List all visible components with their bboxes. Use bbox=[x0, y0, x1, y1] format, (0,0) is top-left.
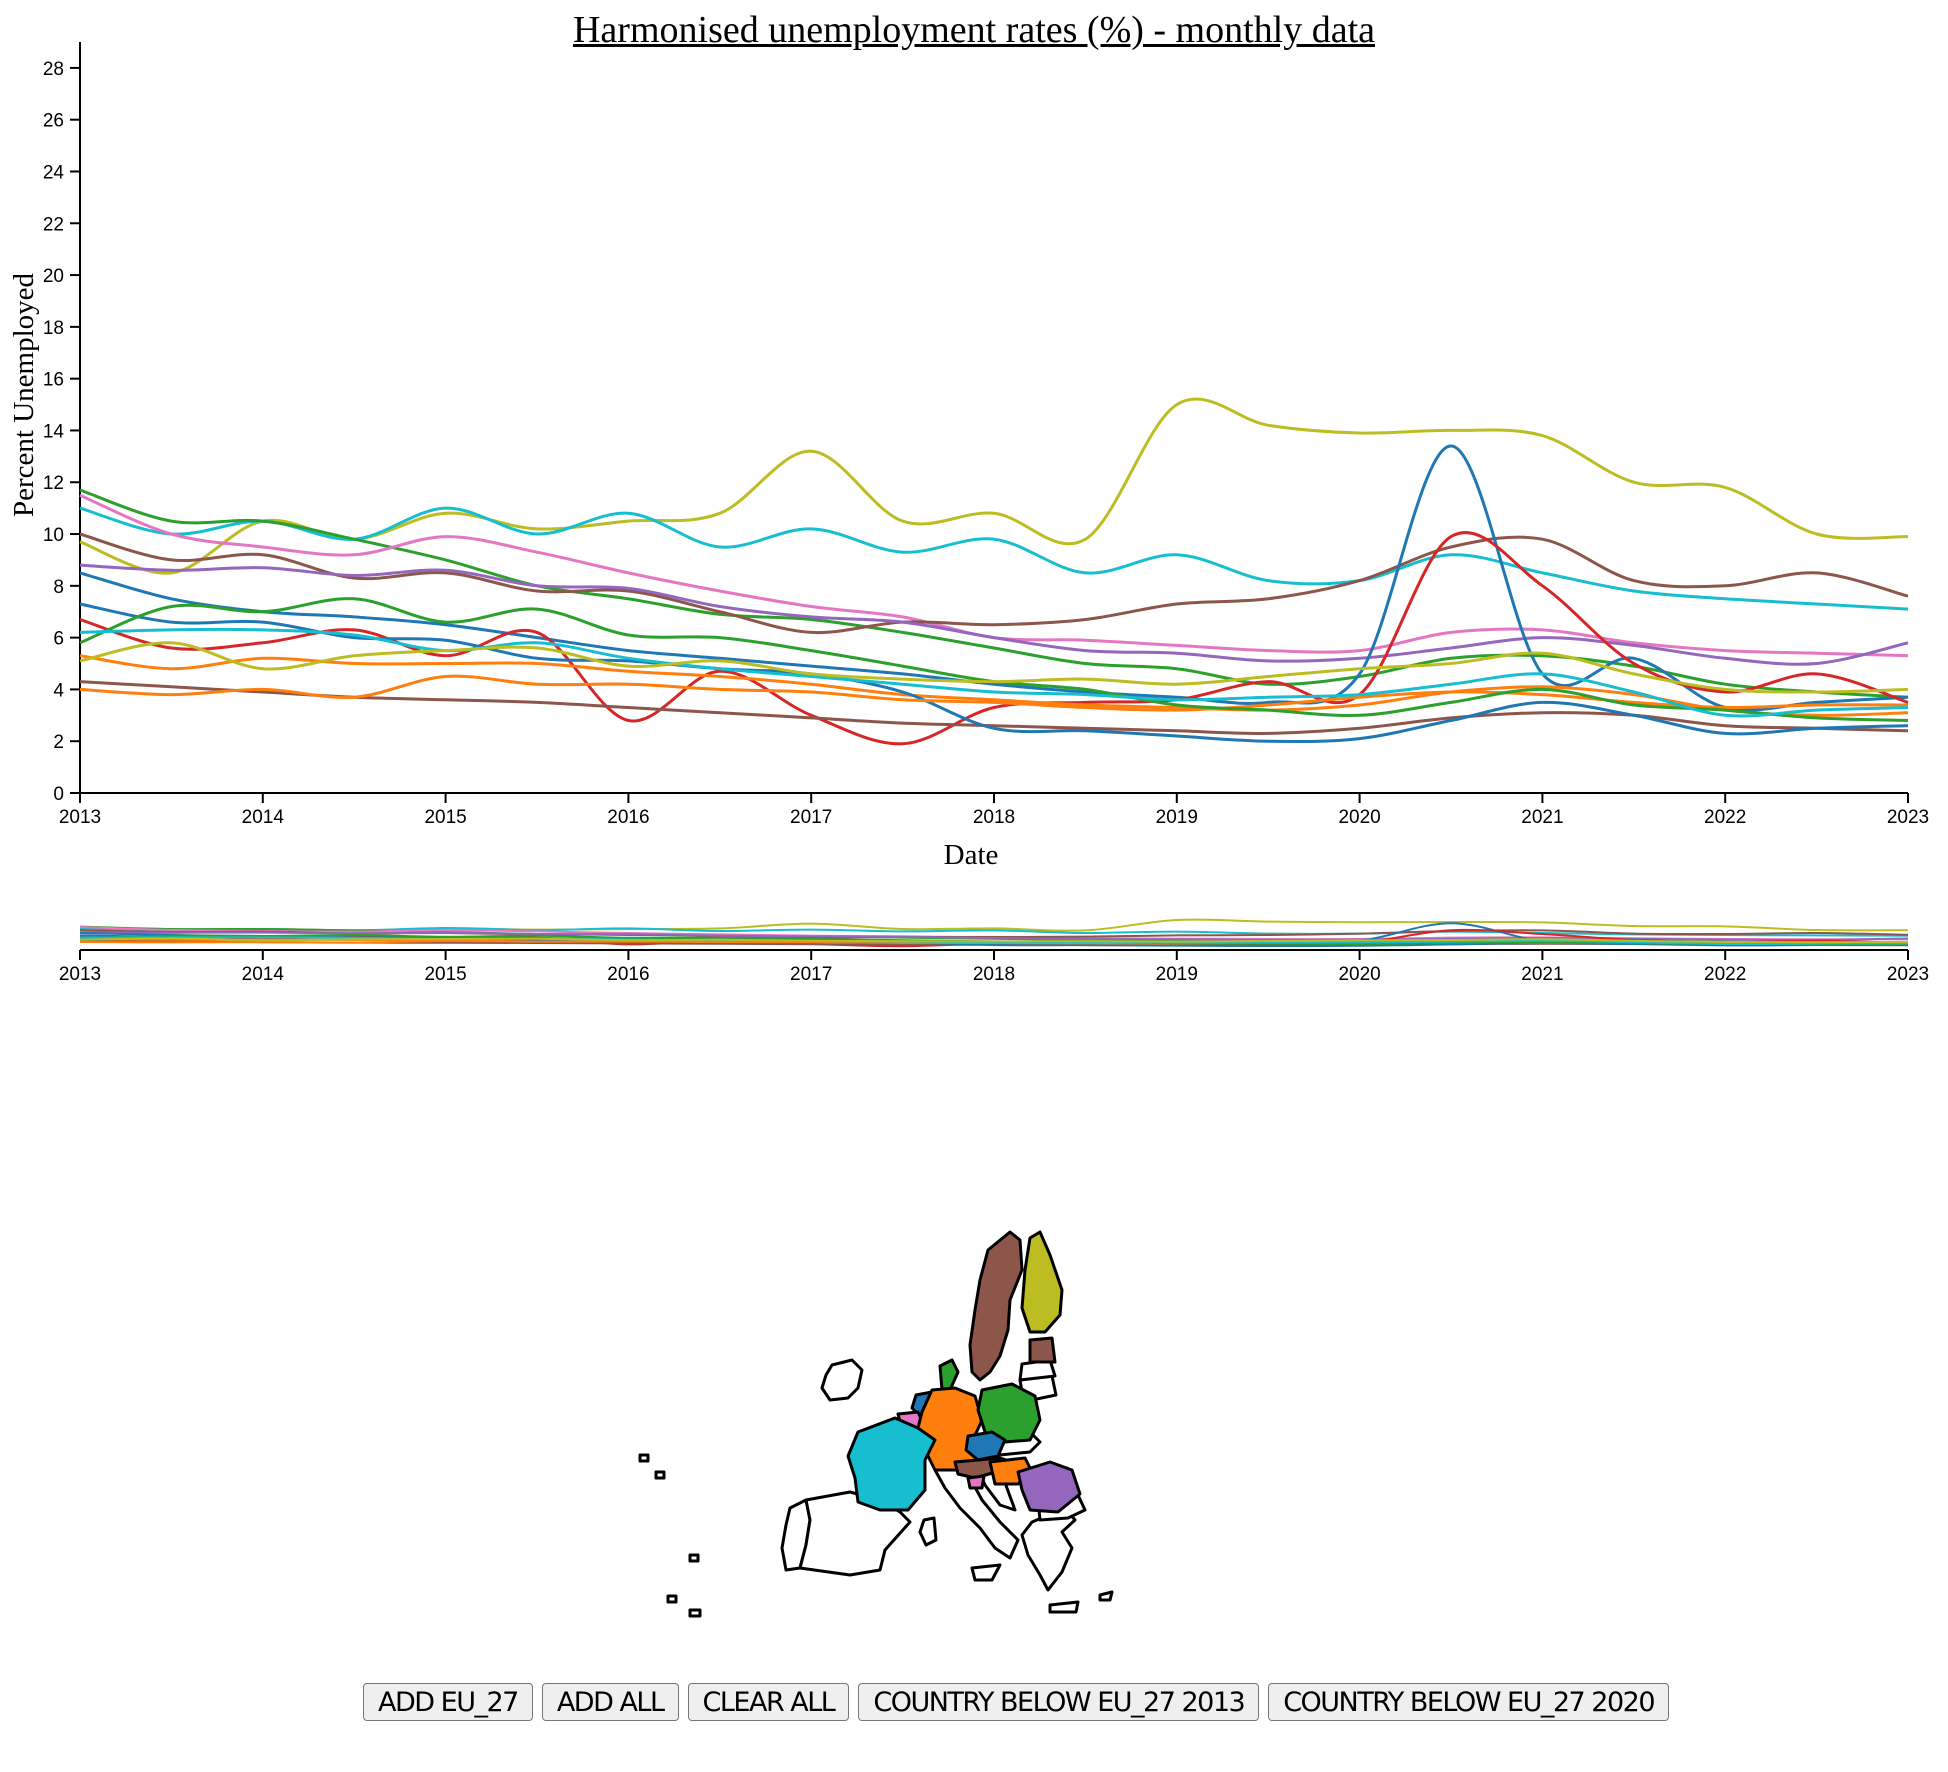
brush-line-12 bbox=[79, 933, 1909, 946]
brush-x-tick-label: 2017 bbox=[790, 964, 832, 985]
series-line-14[interactable] bbox=[79, 641, 1909, 694]
control-buttons: ADD EU_27 ADD ALL CLEAR ALL COUNTRY BELO… bbox=[363, 1683, 1670, 1721]
brush-line-9 bbox=[79, 940, 1909, 947]
y-tick-label: 22 bbox=[43, 214, 64, 235]
country-below-eu27-2013-button[interactable]: COUNTRY BELOW EU_27 2013 bbox=[858, 1683, 1260, 1721]
series-line-9[interactable] bbox=[79, 680, 1909, 735]
map-country-czechia[interactable] bbox=[964, 1430, 1007, 1462]
map-country-romania[interactable] bbox=[1016, 1460, 1082, 1514]
map-country-estonia[interactable] bbox=[1028, 1336, 1057, 1364]
map-country-sweden[interactable] bbox=[968, 1230, 1024, 1382]
series-line-8[interactable] bbox=[79, 654, 1909, 717]
brush-line-10 bbox=[79, 934, 1909, 948]
brush-x-tick-label: 2020 bbox=[1338, 964, 1380, 985]
brush-line-13 bbox=[79, 936, 1909, 946]
map-country-finland[interactable] bbox=[1020, 1230, 1064, 1334]
brush-line-6 bbox=[79, 922, 1909, 945]
y-tick-label: 0 bbox=[53, 784, 64, 805]
series-line-2[interactable] bbox=[79, 488, 1909, 699]
map-country-cyprus[interactable] bbox=[1098, 1590, 1114, 1602]
series-lines[interactable] bbox=[79, 397, 1909, 746]
chart-title: Harmonised unemployment rates (%) - mont… bbox=[572, 9, 1375, 51]
brush-line-7 bbox=[79, 928, 1909, 948]
y-tick-label: 20 bbox=[43, 266, 64, 287]
map-country-crete[interactable] bbox=[1048, 1600, 1080, 1614]
brush-x-tick-label: 2022 bbox=[1704, 964, 1746, 985]
x-tick-label: 2021 bbox=[1521, 807, 1563, 828]
brush-x-tick-label: 2016 bbox=[607, 964, 649, 985]
brush-x-tick-label: 2018 bbox=[973, 964, 1015, 985]
brush-line-14 bbox=[79, 937, 1909, 944]
brush-line-11 bbox=[79, 939, 1908, 945]
y-tick-label: 18 bbox=[43, 318, 64, 339]
series-line-1[interactable] bbox=[79, 506, 1909, 611]
map-country-poland[interactable] bbox=[976, 1382, 1042, 1444]
eu-map[interactable] bbox=[600, 1200, 1120, 1640]
brush-x-axis: 2013 2014 2015 2016 2017 2018 2019 2020 2021 2022… bbox=[59, 949, 1929, 985]
x-tick-label: 2018 bbox=[973, 807, 1015, 828]
y-tick-label: 8 bbox=[53, 577, 64, 598]
brush-x-tick-label: 2021 bbox=[1521, 964, 1563, 985]
y-tick-label: 16 bbox=[43, 370, 64, 391]
y-tick-label: 6 bbox=[53, 629, 64, 650]
brush-x-tick-label: 2023 bbox=[1887, 964, 1929, 985]
map-country-sicily[interactable] bbox=[970, 1563, 1002, 1582]
brush-line-5 bbox=[79, 931, 1909, 942]
x-tick-label: 2019 bbox=[1156, 807, 1198, 828]
brush-x-tick-label: 2014 bbox=[242, 964, 285, 985]
y-tick-label: 12 bbox=[43, 473, 64, 494]
x-tick-label: 2013 bbox=[59, 807, 101, 828]
x-tick-label: 2016 bbox=[607, 807, 649, 828]
add-eu27-button[interactable]: ADD EU_27 bbox=[363, 1683, 533, 1721]
brush-x-tick-label: 2019 bbox=[1156, 964, 1198, 985]
x-tick-label: 2020 bbox=[1338, 807, 1380, 828]
brush-x-tick-label: 2013 bbox=[59, 964, 101, 985]
y-axis-label: Percent Unemployed bbox=[8, 273, 40, 518]
brush-line-2 bbox=[79, 925, 1909, 944]
y-tick-label: 24 bbox=[43, 162, 65, 183]
series-line-4[interactable] bbox=[79, 532, 1909, 635]
y-tick-label: 2 bbox=[53, 732, 64, 753]
add-all-button[interactable]: ADD ALL bbox=[541, 1683, 679, 1721]
series-line-13[interactable] bbox=[79, 627, 1909, 718]
map-country-sardinia[interactable] bbox=[918, 1516, 938, 1547]
map-country-ireland[interactable] bbox=[820, 1358, 864, 1402]
x-tick-label: 2023 bbox=[1887, 807, 1929, 828]
x-tick-label: 2014 bbox=[242, 807, 285, 828]
brush-line-3 bbox=[79, 926, 1909, 941]
y-tick-label: 14 bbox=[43, 421, 65, 442]
x-tick-label: 2017 bbox=[790, 807, 832, 828]
series-line-6[interactable] bbox=[79, 444, 1909, 712]
clear-all-button[interactable]: CLEAR ALL bbox=[687, 1683, 850, 1721]
y-tick-label: 10 bbox=[43, 525, 64, 546]
map-country-france[interactable] bbox=[846, 1416, 937, 1512]
country-below-eu27-2020-button[interactable]: COUNTRY BELOW EU_27 2020 bbox=[1268, 1683, 1670, 1721]
series-line-0[interactable] bbox=[79, 397, 1909, 575]
brush-series-lines bbox=[79, 918, 1909, 948]
brush-x-tick-label: 2015 bbox=[424, 964, 466, 985]
y-tick-label: 4 bbox=[53, 680, 64, 701]
y-tick-label: 28 bbox=[43, 59, 64, 80]
x-tick-label: 2022 bbox=[1704, 807, 1746, 828]
x-axis-label: Date bbox=[944, 839, 999, 871]
map-country-slovenia[interactable] bbox=[966, 1474, 986, 1490]
brush-line-0 bbox=[79, 918, 1909, 935]
brush-line-1 bbox=[79, 926, 1909, 937]
map-islands-canary bbox=[638, 1453, 702, 1618]
y-tick-label: 26 bbox=[43, 111, 64, 132]
x-tick-label: 2015 bbox=[424, 807, 466, 828]
brush-line-8 bbox=[79, 938, 1909, 946]
brush-line-4 bbox=[79, 929, 1909, 939]
x-axis: 2013 2014 2015 2016 2017 2018 2019 2020 2021 2022… bbox=[59, 792, 1929, 828]
map-country-denmark[interactable] bbox=[938, 1358, 960, 1392]
